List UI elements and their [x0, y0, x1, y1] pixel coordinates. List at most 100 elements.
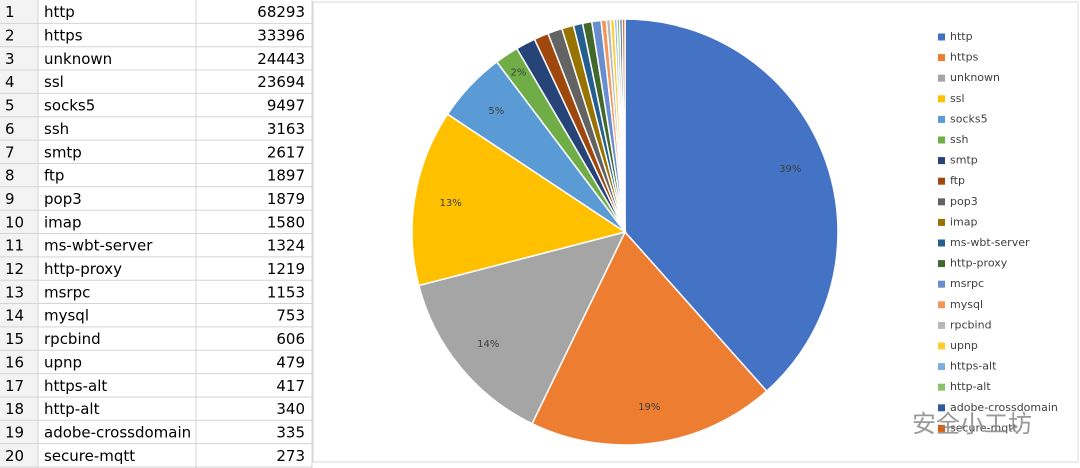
slice-label: 39%	[779, 164, 801, 175]
legend-swatch	[938, 198, 945, 206]
legend-label: msrpc	[950, 277, 984, 290]
protocol-name: msrpc	[44, 283, 90, 301]
row-number: 6	[5, 120, 15, 138]
legend-label: https-alt	[950, 360, 997, 373]
slice-label: 13%	[440, 198, 462, 209]
count: 3163	[267, 120, 305, 138]
pie-slice	[624, 18, 839, 393]
pie-slice	[621, 18, 626, 233]
row-number: 11	[5, 237, 24, 255]
row-number: 14	[5, 307, 24, 325]
legend-swatch	[938, 177, 945, 185]
row-number: 4	[5, 73, 15, 91]
protocol-name: ftp	[44, 167, 64, 185]
protocol-name: imap	[44, 213, 82, 231]
row-number: 13	[5, 283, 24, 301]
legend-swatch	[938, 136, 945, 144]
pie-slice	[417, 230, 627, 425]
protocol-name: ssh	[44, 120, 69, 138]
count: 9497	[267, 97, 305, 115]
row-number: 20	[5, 447, 24, 465]
legend-label: imap	[950, 215, 978, 228]
slice-label: 14%	[477, 339, 499, 350]
legend-label: http-alt	[950, 380, 991, 393]
legend-label: socks5	[950, 112, 988, 125]
count: 68293	[257, 3, 305, 21]
row-number: 7	[5, 143, 15, 161]
legend-swatch	[938, 95, 945, 103]
count: 479	[276, 353, 305, 371]
protocol-name: socks5	[44, 97, 95, 115]
legend-label: http	[950, 30, 973, 43]
legend-swatch	[938, 342, 945, 350]
legend-label: http-proxy	[950, 257, 1008, 270]
count: 1219	[267, 260, 305, 278]
legend-swatch	[938, 218, 945, 226]
row-number: 2	[5, 27, 15, 45]
count: 1324	[267, 237, 305, 255]
row-number: 5	[5, 97, 15, 115]
legend-label: ssl	[950, 92, 965, 105]
count: 1153	[267, 283, 305, 301]
protocol-name: unknown	[44, 50, 112, 68]
legend-swatch	[938, 33, 945, 41]
row-number: 9	[5, 190, 15, 208]
count: 2617	[267, 143, 305, 161]
legend-label: unknown	[950, 71, 1000, 84]
protocol-name: https-alt	[44, 377, 107, 395]
legend-label: adobe-crossdomain	[950, 401, 1058, 414]
row-number: 17	[5, 377, 24, 395]
count: 24443	[257, 50, 305, 68]
count: 1897	[267, 167, 305, 185]
legend-label: rpcbind	[950, 318, 992, 331]
row-number: 8	[5, 167, 15, 185]
protocol-name: https	[44, 27, 83, 45]
watermark: 安全小工坊	[912, 410, 1032, 438]
legend-swatch	[938, 424, 945, 432]
protocol-name: adobe-crossdomain	[44, 423, 191, 441]
legend-label: ftp	[950, 174, 965, 187]
row-number: 19	[5, 423, 24, 441]
legend-swatch	[938, 301, 945, 309]
legend-label: ssh	[950, 133, 968, 146]
legend-label: pop3	[950, 195, 978, 208]
legend-label: secure-mqtt	[950, 421, 1018, 434]
row-number: 10	[5, 213, 24, 231]
row-number: 16	[5, 353, 24, 371]
protocol-name: upnp	[44, 353, 82, 371]
legend-swatch	[938, 260, 945, 268]
legend-swatch	[938, 321, 945, 329]
count: 335	[276, 423, 305, 441]
protocol-name: http-proxy	[44, 260, 122, 278]
protocol-name: smtp	[44, 143, 82, 161]
pie-slice	[531, 230, 768, 446]
legend-label: mysql	[950, 298, 983, 311]
slice-label: 2%	[510, 68, 526, 79]
legend-swatch	[938, 74, 945, 82]
protocol-name: ms-wbt-server	[44, 237, 153, 255]
legend-swatch	[938, 404, 945, 412]
protocol-name: rpcbind	[44, 330, 101, 348]
legend-swatch	[938, 280, 945, 288]
slice-label: 5%	[488, 106, 504, 117]
protocol-name: pop3	[44, 190, 82, 208]
protocol-name: http-alt	[44, 400, 100, 418]
protocol-name: secure-mqtt	[44, 447, 135, 465]
protocol-name: http	[44, 3, 75, 21]
legend-swatch	[938, 157, 945, 165]
legend-swatch	[938, 239, 945, 247]
legend-label: upnp	[950, 339, 978, 352]
row-number: 3	[5, 50, 15, 68]
count: 1580	[267, 213, 305, 231]
count: 340	[276, 400, 305, 418]
legend-label: https	[950, 51, 979, 64]
legend-swatch	[938, 115, 945, 123]
count: 606	[276, 330, 305, 348]
count: 273	[276, 447, 305, 465]
row-number: 1	[5, 3, 15, 21]
slice-label: 19%	[638, 402, 660, 413]
count: 417	[276, 377, 305, 395]
legend-swatch	[938, 383, 945, 391]
legend-swatch	[938, 363, 945, 371]
